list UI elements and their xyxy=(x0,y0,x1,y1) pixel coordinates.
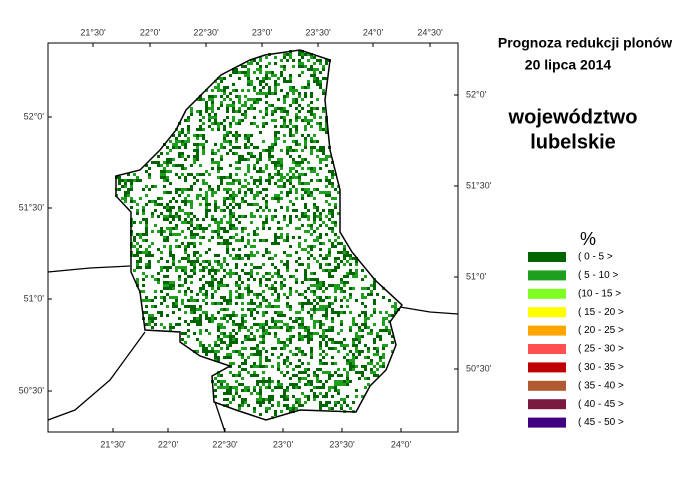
map-area xyxy=(47,49,459,433)
region-outline xyxy=(115,49,403,421)
top-tick-label: 23°30' xyxy=(305,27,331,37)
bottom-tick-label: 23°0' xyxy=(273,439,294,449)
legend-unit: % xyxy=(580,229,596,249)
bottom-tick-label: 22°0' xyxy=(158,439,179,449)
legend-swatch xyxy=(528,380,566,391)
left-tick-label: 52°0' xyxy=(24,111,45,121)
top-tick-label: 21°30' xyxy=(80,27,106,37)
right-tick-label: 51°0' xyxy=(466,271,487,281)
date: 20 lipca 2014 xyxy=(525,57,612,73)
legend-swatch xyxy=(528,362,566,373)
top-tick-label: 22°30' xyxy=(193,27,219,37)
right-tick-label: 50°30' xyxy=(466,363,492,373)
region: lubelskie xyxy=(530,131,616,153)
right-tick-label: 52°0' xyxy=(466,89,487,99)
top-tick-label: 22°0' xyxy=(140,27,161,37)
title: Prognoza redukcji plonów xyxy=(498,35,672,51)
legend-label: ( 30 - 35 > xyxy=(578,362,624,373)
legend-swatch xyxy=(528,344,566,354)
legend-label: ( 35 - 40 > xyxy=(578,380,624,391)
legend-swatch xyxy=(528,417,566,428)
speckles xyxy=(115,50,400,416)
legend-label: ( 5 - 10 > xyxy=(578,270,618,281)
border-line xyxy=(47,265,131,273)
legend-label: ( 25 - 30 > xyxy=(578,344,624,355)
border-line xyxy=(399,306,459,315)
top-tick-label: 23°0' xyxy=(252,27,273,37)
legend-swatch xyxy=(528,270,566,281)
left-tick-label: 51°30' xyxy=(19,202,45,212)
legend-label: ( 45 - 50 > xyxy=(578,417,624,428)
bottom-tick-label: 22°30' xyxy=(212,439,238,449)
legend-swatch xyxy=(528,307,566,318)
legend-label: (10 - 15 > xyxy=(578,288,621,299)
region: województwo xyxy=(508,106,638,128)
legend-swatch xyxy=(528,288,566,299)
legend-swatch xyxy=(528,325,566,336)
bottom-tick-label: 21°30' xyxy=(100,439,126,449)
legend-swatch xyxy=(528,252,566,262)
legend-label: ( 40 - 45 > xyxy=(578,399,624,410)
left-tick-label: 51°0' xyxy=(24,293,45,303)
legend-swatch xyxy=(528,399,566,410)
bottom-tick-label: 23°30' xyxy=(329,439,355,449)
legend-label: ( 20 - 25 > xyxy=(578,325,624,336)
left-tick-label: 50°30' xyxy=(19,385,45,395)
bottom-tick-label: 24°0' xyxy=(391,439,412,449)
border-line xyxy=(214,401,226,433)
top-tick-label: 24°30' xyxy=(417,27,443,37)
right-tick-label: 51°30' xyxy=(466,180,492,190)
top-tick-label: 24°0' xyxy=(363,27,384,37)
legend-label: ( 0 - 5 > xyxy=(578,252,613,263)
legend-label: ( 15 - 20 > xyxy=(578,307,624,318)
border-line xyxy=(47,331,146,421)
